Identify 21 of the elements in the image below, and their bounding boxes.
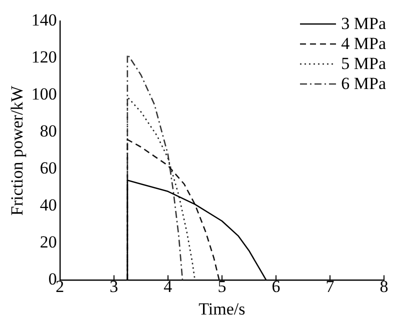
x-tick-label: 6: [272, 276, 280, 296]
y-tick-label: 20: [40, 232, 57, 252]
y-tick-label: 0: [48, 270, 57, 289]
y-tick-label: 40: [40, 196, 57, 215]
x-tick-label: 4: [164, 276, 173, 296]
x-tick-label: 3: [110, 276, 118, 296]
y-tick-label: 100: [31, 84, 57, 104]
y-axis-title: Friction power/kW: [8, 84, 27, 216]
y-tick-label: 140: [31, 10, 57, 30]
x-tick-label: 2: [56, 276, 64, 296]
x-tick-label: 8: [380, 276, 388, 296]
y-tick-label: 80: [40, 122, 57, 141]
legend-label: 6 MPa: [341, 74, 386, 94]
legend-label: 4 MPa: [341, 34, 386, 54]
x-tick-label: 7: [326, 276, 335, 296]
y-tick-label: 60: [40, 158, 57, 178]
x-tick-label: 5: [218, 276, 226, 296]
legend-label: 3 MPa: [341, 14, 386, 34]
y-tick-label: 120: [31, 48, 57, 67]
legend-label: 5 MPa: [341, 54, 386, 74]
x-axis-title: Time/s: [198, 299, 246, 318]
